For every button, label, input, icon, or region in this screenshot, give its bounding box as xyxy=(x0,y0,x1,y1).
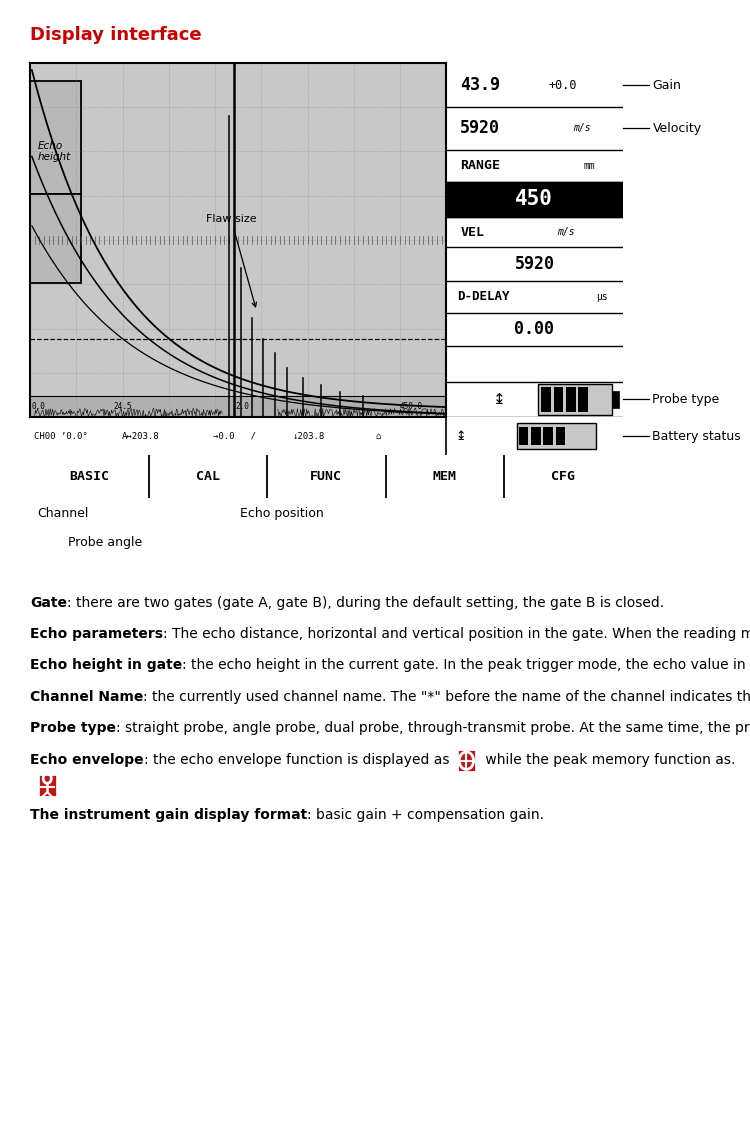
Bar xyxy=(30,395,446,417)
Text: Battery status: Battery status xyxy=(652,430,741,442)
Text: m/s: m/s xyxy=(557,227,575,237)
Bar xyxy=(518,426,528,446)
Text: Echo
height: Echo height xyxy=(38,141,70,162)
Text: : The echo distance, horizontal and vertical position in the gate. When the read: : The echo distance, horizontal and vert… xyxy=(163,628,750,641)
Bar xyxy=(30,80,81,194)
Text: 0.0: 0.0 xyxy=(32,402,46,411)
Text: The instrument gain display format: The instrument gain display format xyxy=(30,808,308,822)
Bar xyxy=(30,194,81,282)
Text: Channel Name: Channel Name xyxy=(30,690,143,704)
Text: RANGE: RANGE xyxy=(460,159,500,173)
Text: Probe type: Probe type xyxy=(652,393,720,406)
Text: BASIC: BASIC xyxy=(69,470,110,483)
Text: MEM: MEM xyxy=(433,470,457,483)
Text: Gate: Gate xyxy=(30,596,67,609)
Text: 24.5: 24.5 xyxy=(113,402,132,411)
Bar xyxy=(38,774,57,797)
Text: Flaw size: Flaw size xyxy=(206,215,257,306)
Text: A↔203.8: A↔203.8 xyxy=(122,432,159,440)
Text: while the peak memory function as.: while the peak memory function as. xyxy=(482,753,736,767)
Bar xyxy=(542,387,551,411)
Text: +0.0: +0.0 xyxy=(548,79,577,91)
Text: ↨: ↨ xyxy=(493,392,506,407)
Bar xyxy=(554,387,563,411)
Text: Gain: Gain xyxy=(652,79,681,91)
Text: 2.0: 2.0 xyxy=(236,402,249,411)
Text: Echo envelope: Echo envelope xyxy=(30,753,144,767)
Text: : there are two gates (gate A, gate B), during the default setting, the gate B i: : there are two gates (gate A, gate B), … xyxy=(67,596,664,609)
Text: Channel: Channel xyxy=(38,507,88,520)
Text: 450.0: 450.0 xyxy=(400,402,423,411)
Text: 5920: 5920 xyxy=(514,255,554,273)
Text: : the echo envelope function is displayed as: : the echo envelope function is displaye… xyxy=(144,753,449,767)
Text: 0.00: 0.00 xyxy=(514,320,554,338)
Text: m/s: m/s xyxy=(573,123,591,134)
Bar xyxy=(578,387,588,411)
Text: 5920: 5920 xyxy=(460,119,500,137)
Bar xyxy=(531,426,541,446)
Text: Echo parameters: Echo parameters xyxy=(30,628,163,641)
Text: Probe angle: Probe angle xyxy=(68,536,142,549)
Text: CAL: CAL xyxy=(196,470,220,483)
Text: ⌂: ⌂ xyxy=(376,432,381,440)
Text: ↨: ↨ xyxy=(455,430,466,442)
Text: 450: 450 xyxy=(515,190,554,209)
Text: D-DELAY: D-DELAY xyxy=(457,290,509,303)
Text: : the currently used channel name. The "*" before the name of the channel indica: : the currently used channel name. The "… xyxy=(143,690,750,704)
Text: CFG: CFG xyxy=(551,470,575,483)
Bar xyxy=(556,426,566,446)
Text: VEL: VEL xyxy=(460,225,484,239)
Bar xyxy=(457,749,476,773)
Text: Velocity: Velocity xyxy=(652,122,702,135)
Text: : basic gain + compensation gain.: : basic gain + compensation gain. xyxy=(308,808,544,822)
Bar xyxy=(612,391,619,408)
Text: Display interface: Display interface xyxy=(30,26,202,45)
Text: : the echo height in the current gate. In the peak trigger mode, the echo value : : the echo height in the current gate. I… xyxy=(182,658,750,672)
Bar xyxy=(517,423,596,449)
Text: : straight probe, angle probe, dual probe, through-transmit probe. At the same t: : straight probe, angle probe, dual prob… xyxy=(116,721,750,735)
Text: 43.9: 43.9 xyxy=(460,77,500,94)
Text: Echo position: Echo position xyxy=(240,507,324,520)
Text: μs: μs xyxy=(596,291,608,302)
Text: Probe type: Probe type xyxy=(30,721,116,735)
Text: mm: mm xyxy=(584,161,596,170)
Text: →0.0   /: →0.0 / xyxy=(213,432,256,440)
Text: FUNC: FUNC xyxy=(310,470,342,483)
Text: CH00 ’0.0°: CH00 ’0.0° xyxy=(34,432,88,440)
Bar xyxy=(566,387,576,411)
Bar xyxy=(446,182,622,217)
Text: Echo height in gate: Echo height in gate xyxy=(30,658,182,672)
Bar xyxy=(538,384,612,415)
Text: ↓203.8: ↓203.8 xyxy=(292,432,325,440)
Bar xyxy=(543,426,553,446)
